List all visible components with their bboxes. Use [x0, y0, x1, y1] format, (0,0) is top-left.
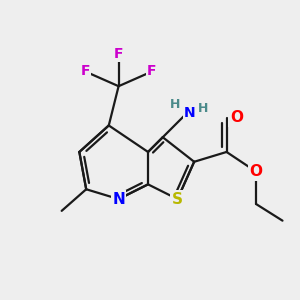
Text: N: N [183, 106, 195, 120]
Text: F: F [114, 47, 123, 61]
Text: S: S [172, 192, 183, 207]
Text: O: O [230, 110, 243, 125]
Text: H: H [170, 98, 181, 111]
Text: F: F [80, 64, 90, 79]
Text: N: N [112, 192, 125, 207]
Text: F: F [147, 64, 157, 79]
Text: H: H [198, 102, 208, 115]
Text: O: O [250, 164, 262, 179]
